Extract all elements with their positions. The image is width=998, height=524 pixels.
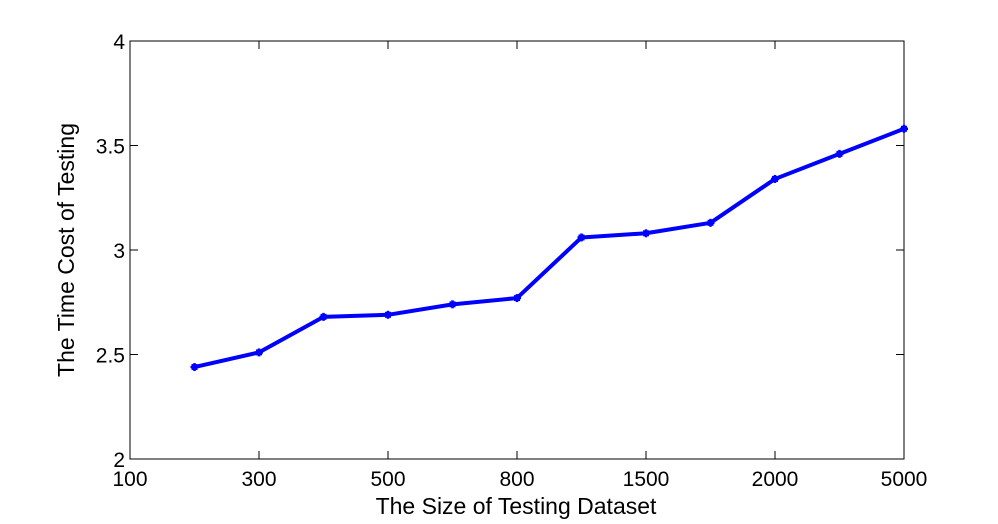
- data-point: [255, 348, 263, 357]
- x-tick-label: 800: [499, 468, 534, 491]
- y-axis-label: The Time Cost of Testing: [53, 123, 79, 377]
- plot-area: [129, 40, 905, 460]
- data-point: [706, 218, 715, 227]
- data-point-marker: [320, 313, 327, 320]
- data-point-marker: [385, 311, 391, 318]
- data-point: [384, 310, 392, 319]
- data-point-marker: [836, 150, 843, 157]
- y-tick-labels: 2 2.5 3 3.5 4: [96, 31, 126, 472]
- data-point: [190, 363, 199, 372]
- x-tick-label: 5000: [881, 468, 928, 491]
- x-tick-labels: 100 300 500 800 1500 2000 5000: [112, 468, 927, 491]
- data-point: [771, 174, 779, 183]
- y-tick-label: 2: [113, 449, 125, 472]
- series-line: [194, 126, 905, 369]
- y-tick-label: 3.5: [96, 136, 125, 159]
- data-point-marker: [578, 234, 585, 241]
- x-tick-label: 500: [370, 468, 405, 491]
- x-tick-label: 1500: [623, 468, 670, 491]
- data-point-marker: [191, 364, 198, 371]
- x-axis-label: The Size of Testing Dataset: [376, 493, 657, 519]
- y-tick-label: 4: [113, 31, 125, 54]
- data-point-marker: [514, 295, 520, 302]
- data-point: [513, 294, 521, 303]
- data-point-marker: [256, 349, 262, 356]
- y-tick-label: 3: [113, 240, 125, 263]
- x-tick-label: 2000: [752, 468, 799, 491]
- y-tick-label: 2.5: [96, 345, 125, 368]
- data-point-marker: [901, 125, 907, 132]
- x-tick-label: 300: [241, 468, 276, 491]
- data-point: [448, 300, 457, 309]
- data-point-marker: [707, 219, 714, 226]
- data-point-marker: [643, 230, 649, 237]
- data-point-marker: [449, 301, 456, 308]
- data-point: [642, 229, 650, 238]
- x-tick-label: 100: [112, 468, 147, 491]
- data-point-marker: [772, 175, 778, 182]
- data-point: [577, 233, 586, 242]
- data-point: [900, 124, 908, 133]
- series-group: [190, 124, 908, 372]
- tick-marks: [129, 40, 905, 460]
- data-point: [835, 149, 844, 158]
- data-point: [319, 312, 328, 321]
